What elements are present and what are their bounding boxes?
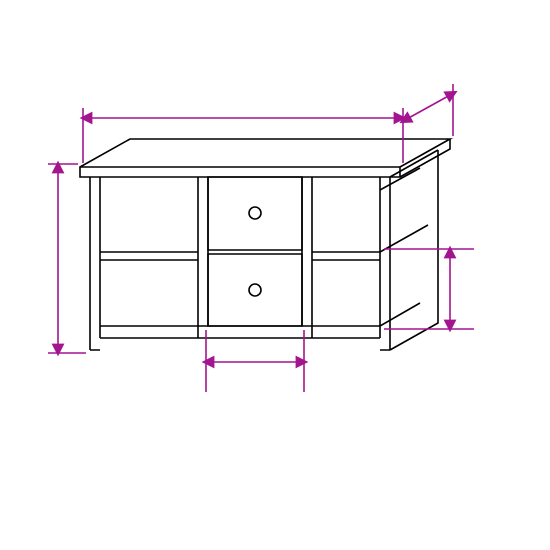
- drawing-svg: [0, 0, 550, 550]
- diagram-stage: [0, 0, 550, 550]
- dimension-lines: [48, 84, 474, 392]
- furniture-outline: [80, 139, 450, 350]
- drawer-knob-bottom: [249, 284, 261, 296]
- drawer-knob-top: [249, 207, 261, 219]
